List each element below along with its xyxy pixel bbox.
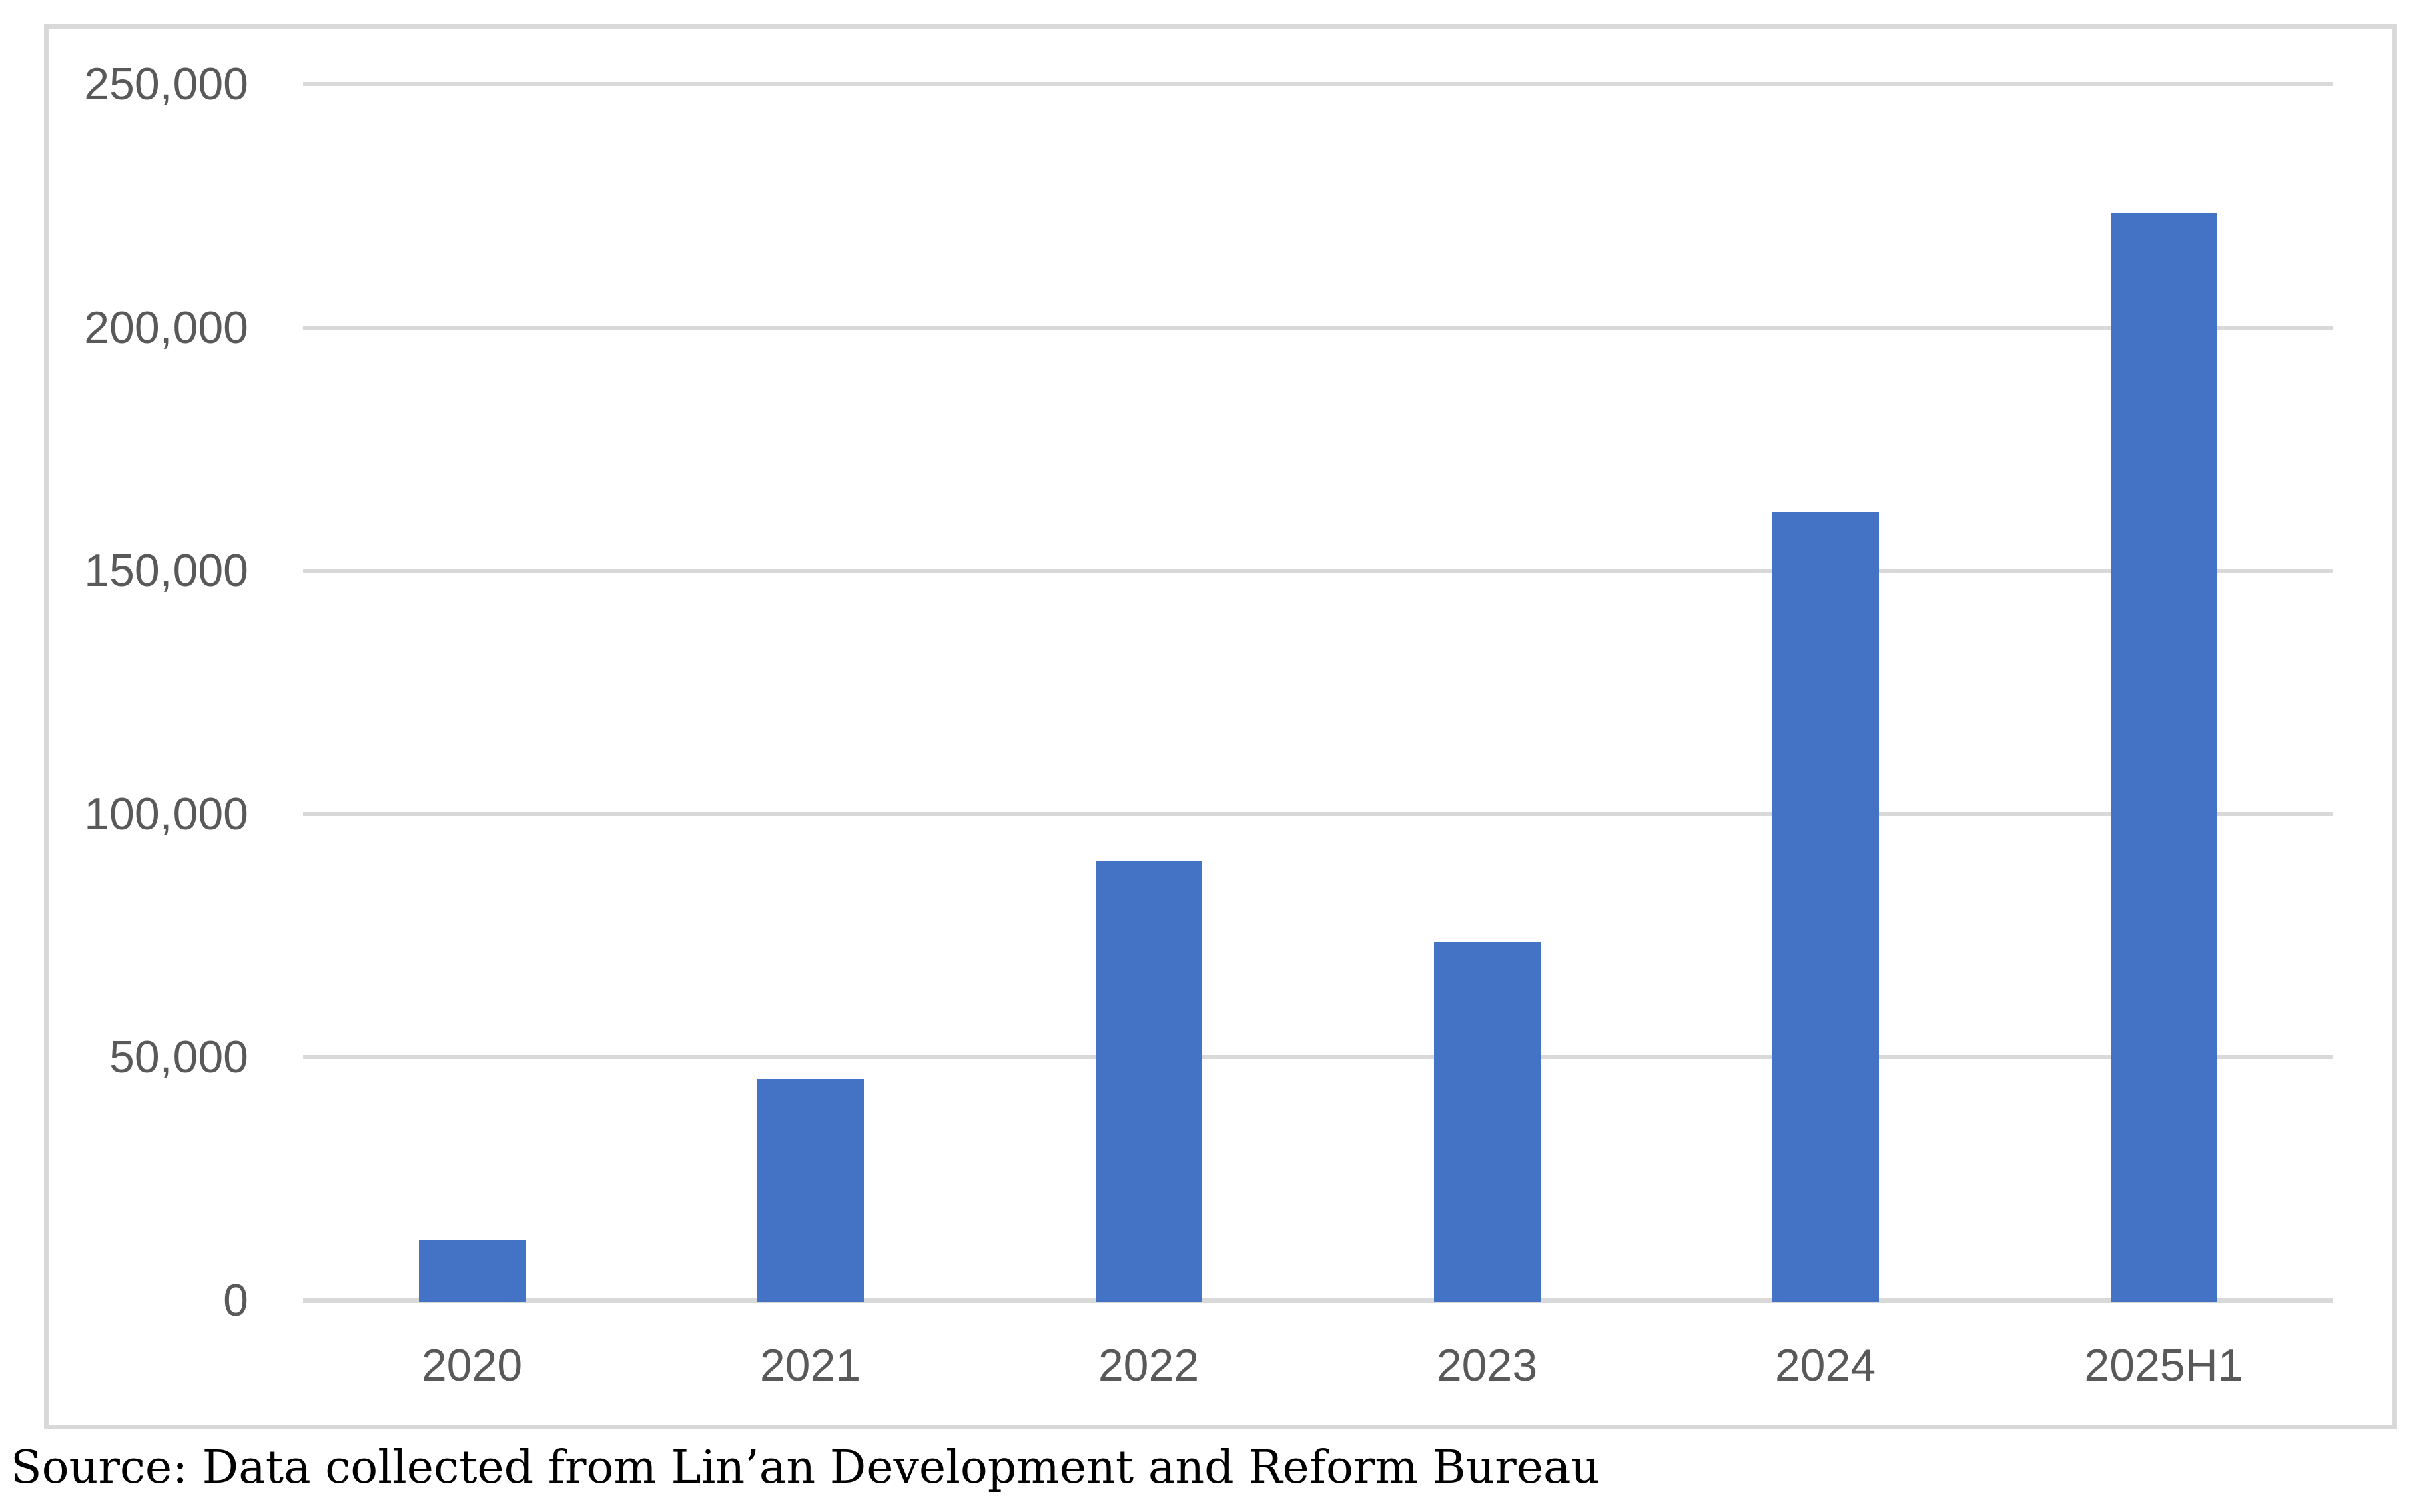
x-axis-tick-label-2024: 2024 [1774, 1340, 1876, 1391]
bar-2021 [757, 1079, 864, 1302]
y-axis-tick-label-200000: 200,000 [84, 302, 248, 353]
gridline-50000 [303, 1055, 2333, 1060]
y-axis-tick-label-50000: 50,000 [109, 1032, 248, 1082]
y-axis-tick-label-0: 0 [223, 1275, 248, 1326]
x-axis-tick-label-2025H1: 2025H1 [2084, 1340, 2243, 1391]
gridline-250000 [303, 82, 2333, 86]
bar-2024 [1772, 512, 1879, 1302]
bar-2023 [1434, 942, 1541, 1302]
gridline-200000 [303, 325, 2333, 330]
x-axis-tick-label-2022: 2022 [1098, 1340, 1200, 1391]
x-axis-tick-label-2023: 2023 [1436, 1340, 1538, 1391]
gridline-150000 [303, 569, 2333, 573]
gridline-100000 [303, 811, 2333, 816]
chart-frame [44, 24, 2397, 1429]
bar-2020 [419, 1240, 526, 1302]
bar-2022 [1096, 861, 1202, 1302]
y-axis-tick-label-100000: 100,000 [84, 789, 248, 839]
y-axis-tick-label-150000: 150,000 [84, 545, 248, 596]
x-axis-line [303, 1298, 2333, 1303]
source-note: Source: Data collected from Lin’an Devel… [11, 1441, 1600, 1494]
y-axis-tick-label-250000: 250,000 [84, 59, 248, 109]
x-axis-tick-label-2021: 2021 [759, 1340, 861, 1391]
x-axis-tick-label-2020: 2020 [421, 1340, 523, 1391]
bar-2025H1 [2111, 213, 2217, 1302]
